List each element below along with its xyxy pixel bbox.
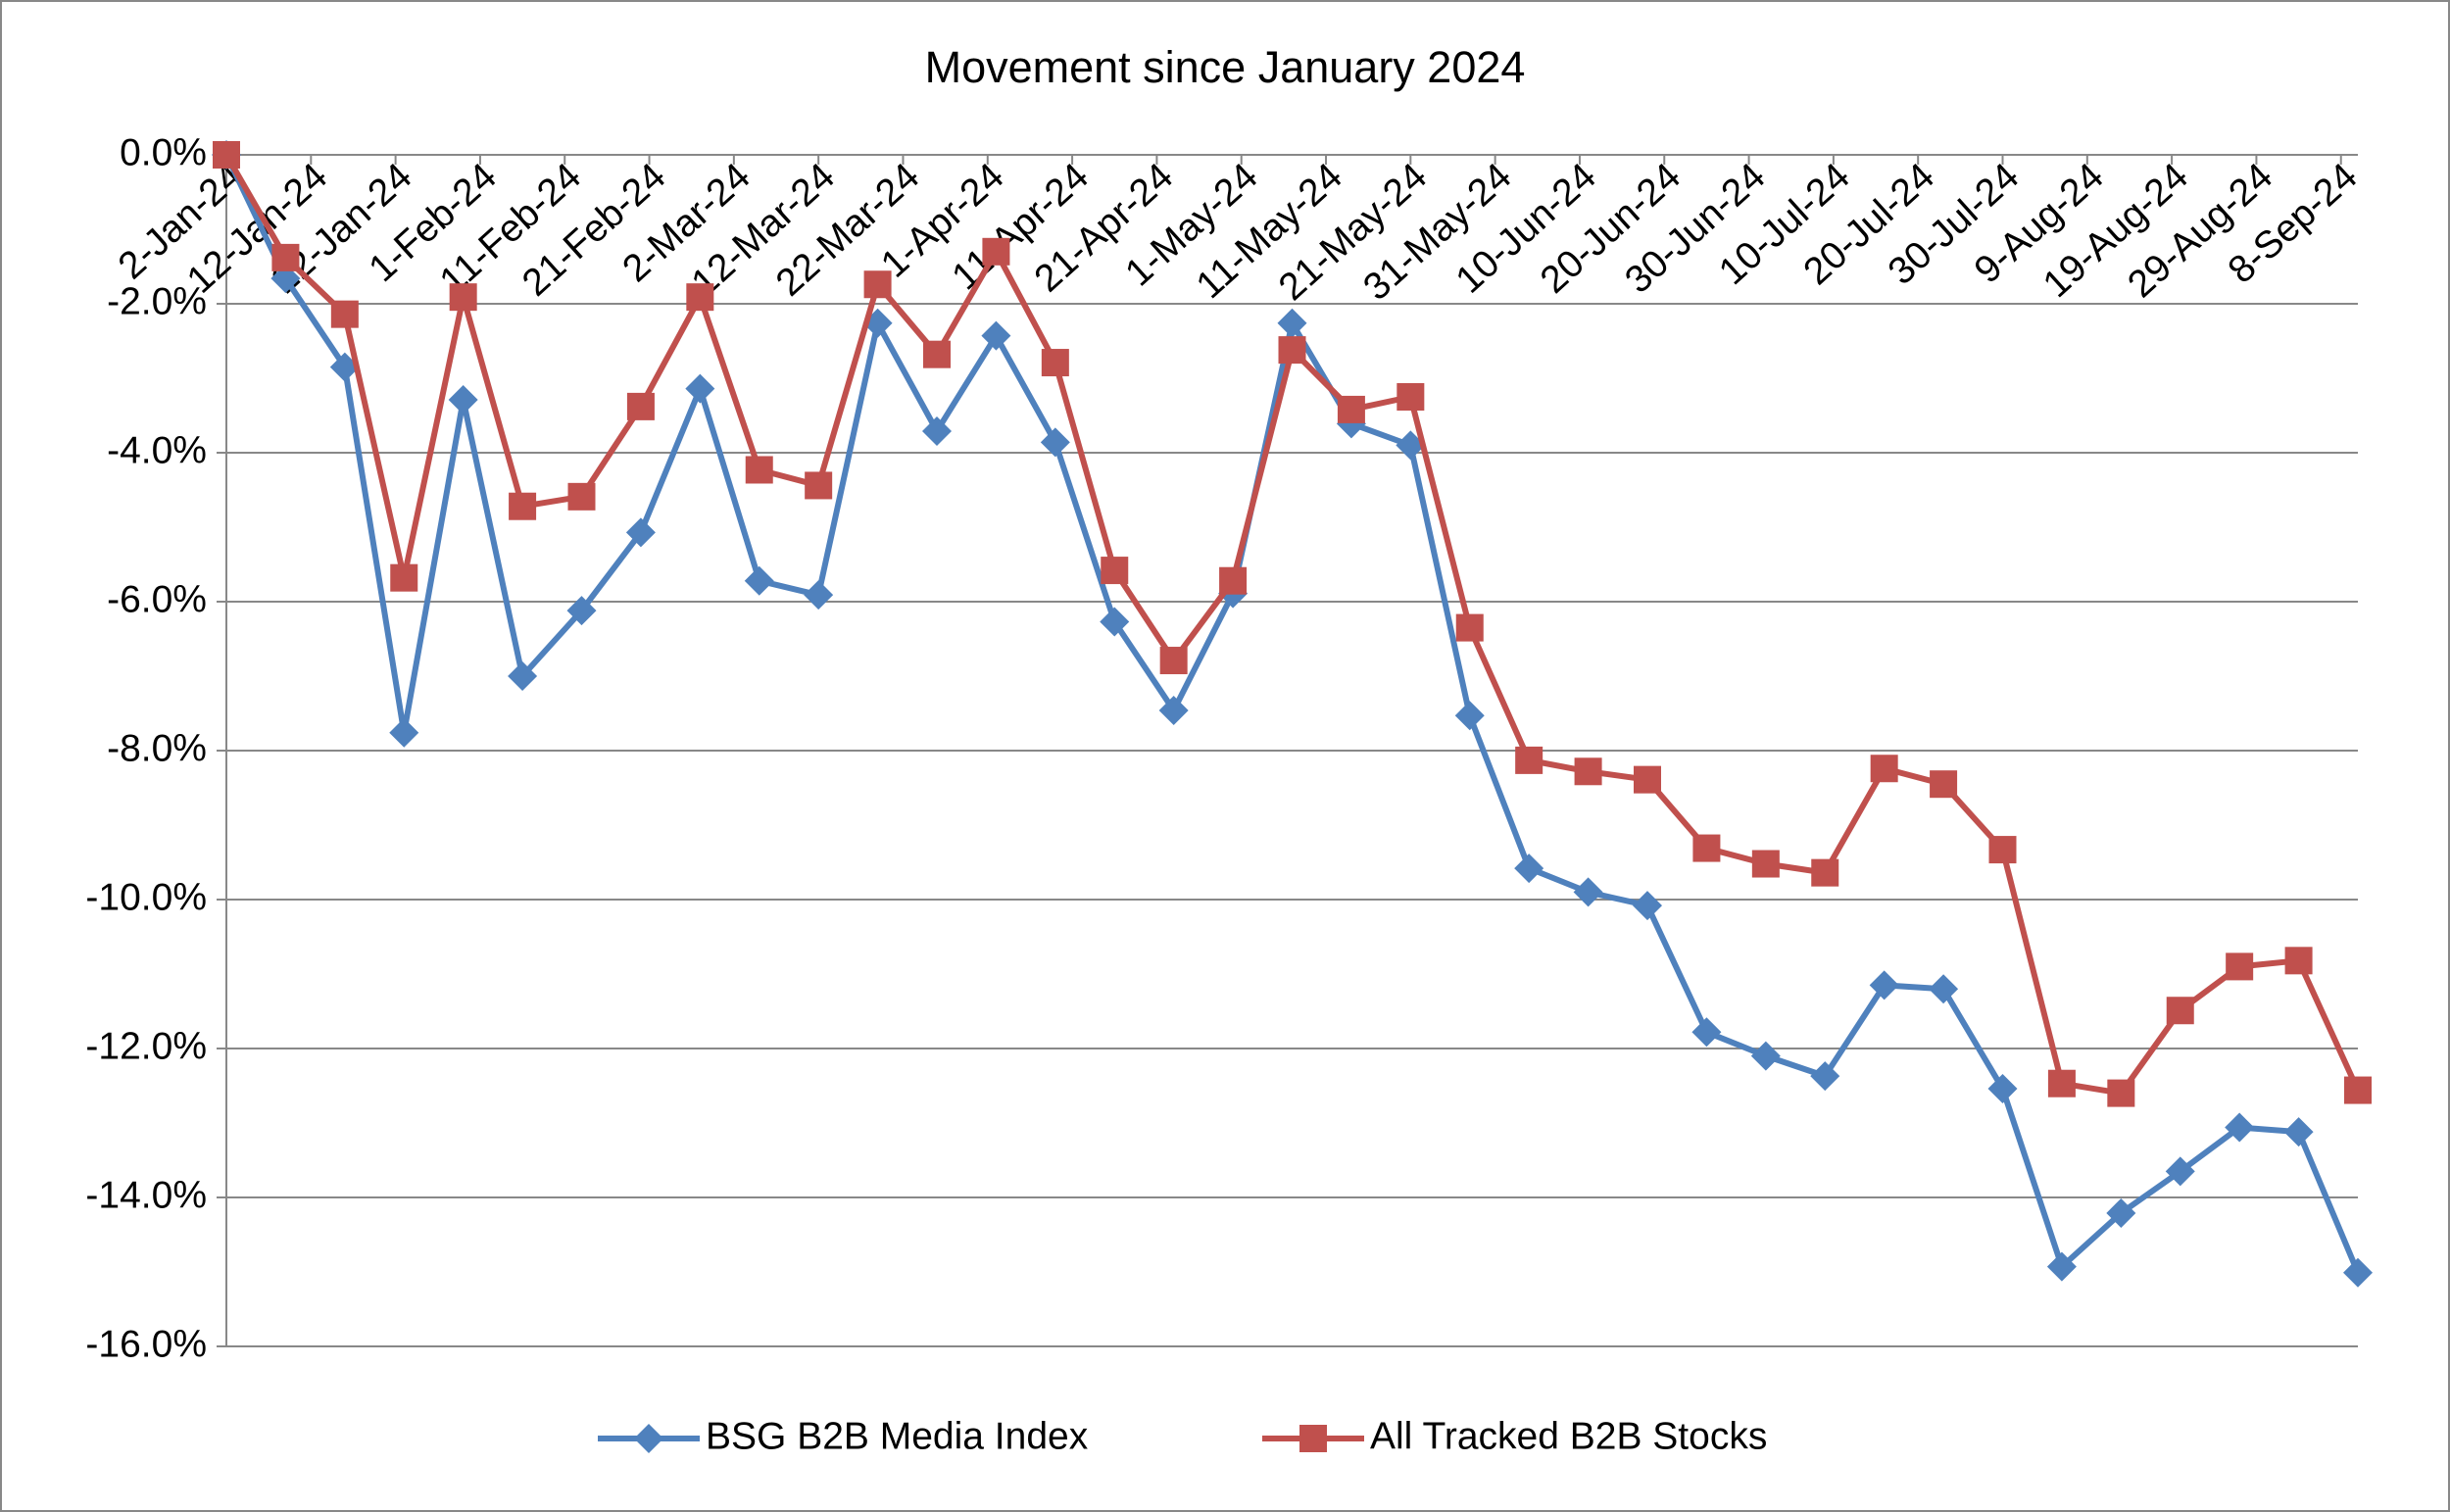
data-point	[1041, 349, 1069, 377]
data-point	[2046, 1251, 2077, 1282]
data-point	[1574, 757, 1602, 786]
data-point	[1692, 834, 1721, 862]
data-point	[2283, 1117, 2314, 1147]
data-point	[1277, 308, 1307, 338]
data-point	[1455, 613, 1484, 642]
y-tick-label: -14.0%	[85, 1174, 207, 1216]
data-point	[981, 320, 1011, 351]
y-tick-label: -6.0%	[107, 578, 207, 620]
data-point	[744, 565, 774, 596]
legend-marker	[634, 1424, 663, 1453]
data-point	[1454, 701, 1485, 731]
data-point	[1987, 1074, 2018, 1104]
data-point	[1396, 383, 1425, 411]
data-point	[745, 456, 773, 484]
data-point	[1929, 974, 1959, 1004]
data-point	[2047, 1069, 2076, 1097]
data-point	[1691, 1017, 1722, 1048]
data-point	[2284, 947, 2313, 975]
legend-label: BSG B2B Media Index	[706, 1415, 1089, 1457]
data-point	[2344, 1076, 2372, 1104]
data-point	[449, 283, 477, 312]
y-tick-label: -16.0%	[85, 1323, 207, 1365]
data-point	[1988, 836, 2017, 864]
data-point	[2226, 952, 2254, 981]
data-point	[567, 482, 596, 511]
data-point	[923, 340, 951, 368]
y-tick-label: -8.0%	[107, 727, 207, 769]
data-point	[1278, 336, 1306, 365]
data-point	[508, 661, 538, 691]
data-point	[686, 283, 714, 312]
data-point	[2343, 1257, 2373, 1288]
legend-marker	[1299, 1425, 1327, 1452]
data-point	[1158, 695, 1189, 725]
data-point	[625, 517, 656, 548]
data-point	[2225, 1112, 2255, 1143]
y-tick-label: 0.0%	[120, 131, 207, 173]
data-point	[2107, 1079, 2135, 1107]
data-point	[1159, 647, 1188, 675]
legend-marker-shape	[634, 1424, 663, 1453]
data-point	[389, 717, 419, 748]
data-point	[390, 563, 418, 592]
data-point	[1101, 557, 1129, 585]
data-point	[213, 141, 240, 169]
data-point	[626, 392, 655, 420]
y-tick-label: -10.0%	[85, 876, 207, 918]
y-tick-label: -2.0%	[107, 280, 207, 322]
chart-title: Movement since January 2024	[925, 42, 1526, 92]
data-point	[1750, 1041, 1781, 1071]
data-point	[804, 580, 834, 610]
data-point	[982, 237, 1010, 266]
data-point	[1930, 770, 1958, 799]
data-point	[1869, 970, 1899, 1000]
data-point	[330, 300, 359, 328]
data-point	[1870, 755, 1898, 783]
data-point	[1751, 850, 1780, 878]
data-point	[1634, 765, 1661, 794]
y-tick-label: -4.0%	[107, 429, 207, 471]
y-tick-label: -12.0%	[85, 1025, 207, 1067]
data-point	[922, 415, 952, 446]
data-point	[1811, 858, 1839, 887]
data-point	[1573, 877, 1603, 907]
legend-marker-shape	[1299, 1425, 1327, 1452]
legend-label: All Tracked B2B Stocks	[1370, 1415, 1767, 1457]
data-point	[1337, 395, 1365, 423]
data-point	[271, 243, 300, 271]
data-point	[448, 385, 478, 415]
data-point	[1040, 427, 1070, 458]
data-point	[1810, 1061, 1840, 1092]
data-point	[1396, 430, 1426, 461]
data-point	[863, 270, 892, 299]
data-point	[1219, 566, 1248, 595]
data-point	[2106, 1197, 2136, 1228]
data-point	[1633, 891, 1662, 921]
data-point	[805, 471, 833, 500]
data-point	[2165, 1156, 2195, 1187]
data-point	[1515, 746, 1544, 774]
data-point	[1100, 607, 1130, 637]
data-point	[509, 492, 537, 520]
data-point	[685, 373, 715, 404]
data-point	[1514, 854, 1544, 884]
data-point	[566, 596, 597, 626]
data-point	[2166, 997, 2194, 1025]
